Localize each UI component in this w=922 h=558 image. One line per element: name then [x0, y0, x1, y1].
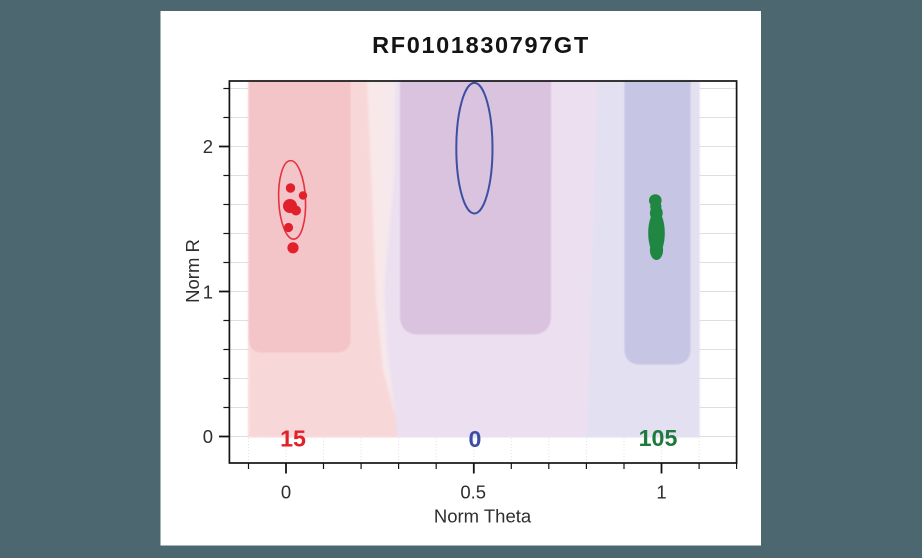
svg-text:RF0101830797GT: RF0101830797GT [372, 32, 590, 58]
svg-text:Norm Theta: Norm Theta [434, 506, 532, 527]
svg-text:0.5: 0.5 [460, 482, 486, 503]
svg-text:1: 1 [656, 482, 666, 503]
svg-text:Norm R: Norm R [182, 239, 203, 303]
svg-text:1: 1 [203, 281, 213, 302]
svg-text:0: 0 [203, 426, 213, 447]
svg-text:105: 105 [639, 425, 678, 451]
svg-text:2: 2 [203, 136, 213, 157]
svg-text:0: 0 [469, 426, 482, 452]
svg-text:0: 0 [281, 482, 291, 503]
svg-text:15: 15 [280, 426, 306, 452]
